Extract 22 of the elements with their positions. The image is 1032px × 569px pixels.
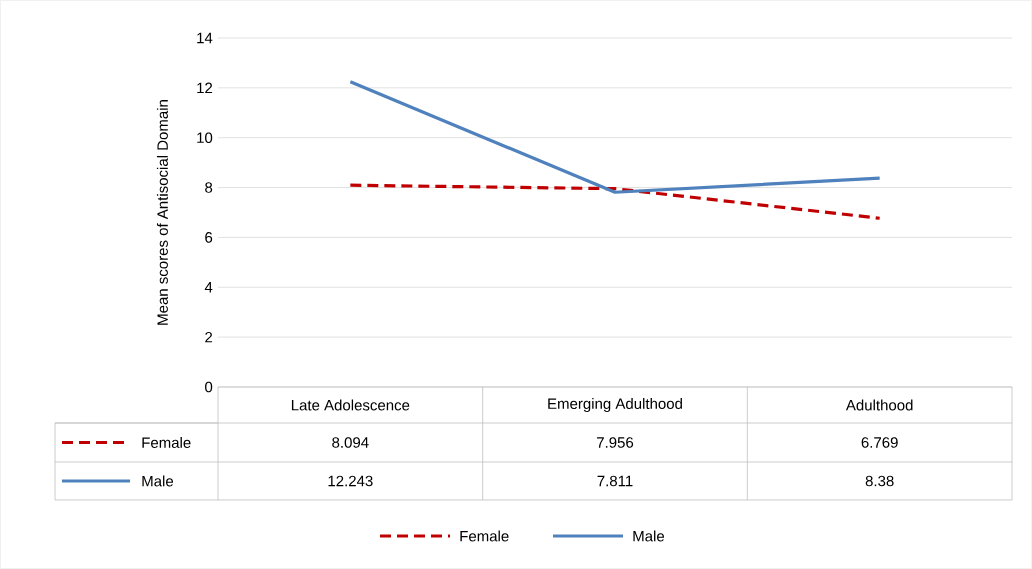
data-label: 7.811 [597, 475, 633, 487]
y-tick-label: 4 [204, 282, 213, 293]
data-label: 6.769 [861, 437, 898, 448]
data-label: 7.956 [597, 437, 634, 448]
y-tick-label: 10 [197, 132, 213, 144]
text: Male [633, 530, 665, 542]
legend-label: Male [142, 475, 174, 487]
y-tick-label: 2 [205, 331, 213, 343]
data-label: 12.243 [328, 475, 373, 487]
data-label: 8.094 [332, 437, 369, 448]
y-tick-label: 14 [197, 32, 213, 44]
data-label: 8.38 [865, 475, 894, 487]
text: Female [460, 530, 509, 542]
y-tick-label: 6 [205, 232, 213, 243]
x-tick-label: Adulthood [845, 399, 913, 411]
y-tick-label: 8 [205, 182, 213, 193]
y-tick-label: 12 [197, 82, 213, 94]
x-tick-label: Emerging Adulthood [548, 397, 682, 412]
x-tick-label: Late Adolescence [291, 399, 410, 411]
y-axis-title: Mean scores of Antisocial Domain [156, 100, 168, 325]
legend-label: Female [142, 436, 191, 448]
y-tick-label: 0 [205, 381, 213, 393]
